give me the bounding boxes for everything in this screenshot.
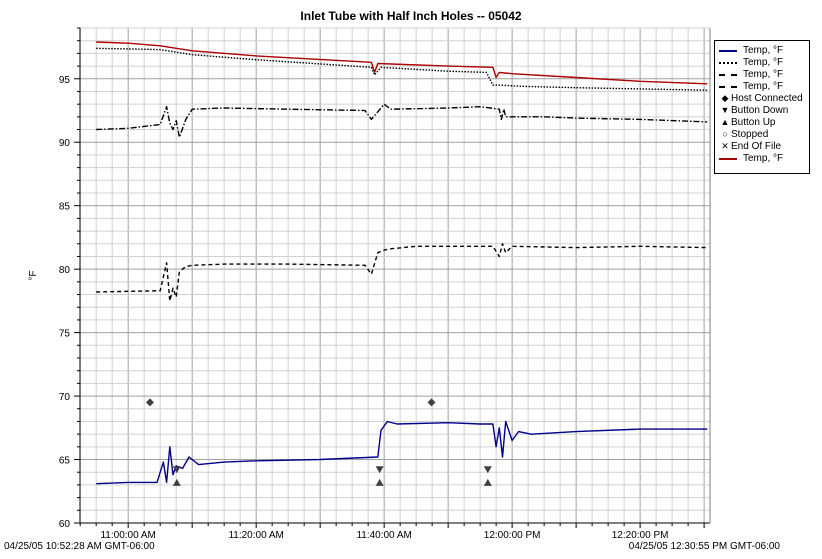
y-tick-label: 80: [59, 265, 71, 276]
legend-label: Temp, °F: [743, 152, 784, 164]
start-timestamp: 04/25/05 10:52:28 AM GMT-06:00: [4, 541, 155, 552]
legend-line-swatch: [719, 68, 743, 80]
legend-line-swatch: [719, 80, 743, 92]
legend-label: Temp, °F: [743, 68, 784, 80]
legend-label: Button Up: [731, 116, 776, 128]
x-tick-label: 11:20:00 AM: [228, 530, 283, 541]
button-up-marker: [172, 478, 181, 486]
axes: 60 65 70 75 80 85 90 95 11:00:00 AM 11:20:00 AM 11…: [28, 27, 711, 541]
legend-item: ▲ Button Up: [719, 116, 809, 128]
legend-item: Temp, °F: [719, 56, 809, 68]
y-axis-label: °F: [28, 270, 39, 280]
y-tick-label: 65: [59, 456, 71, 467]
legend-label: Button Down: [731, 104, 789, 116]
series-line-2: [96, 47, 708, 91]
legend-label: Stopped: [731, 128, 769, 140]
legend-item: ◆ Host Connected: [719, 92, 809, 104]
button-up-marker: [483, 478, 492, 486]
legend-line-swatch: [719, 56, 743, 68]
legend-label: Temp, °F: [743, 80, 784, 92]
series-line-4: [96, 243, 708, 302]
series-line-1: [96, 420, 708, 485]
legend-label: End Of File: [731, 140, 782, 152]
button-down-marker: [483, 466, 492, 474]
legend-item: ○ Stopped: [719, 128, 809, 140]
x-tick-label: 11:00:00 AM: [100, 530, 155, 541]
legend-label: Temp, °F: [743, 56, 784, 68]
legend-item: Temp, °F: [719, 44, 809, 56]
legend-item: ✕ End Of File: [719, 140, 809, 152]
legend-line-swatch: [719, 44, 743, 56]
button-down-marker: [172, 466, 181, 474]
y-tick-label: 90: [59, 138, 71, 149]
legend-symbol-icon: ✕: [721, 140, 729, 151]
chart-title: Inlet Tube with Half Inch Holes -- 05042: [300, 9, 522, 23]
button-up-marker: [375, 478, 384, 486]
event-markers: [145, 398, 492, 486]
legend-symbol-icon: ▼: [720, 105, 730, 115]
legend-item: ▼ Button Down: [719, 104, 809, 116]
x-tick-label: 11:40:00 AM: [356, 530, 411, 541]
legend-label: Temp, °F: [743, 44, 784, 56]
y-tick-label: 95: [59, 75, 71, 86]
series-line-5: [96, 41, 708, 85]
end-timestamp: 04/25/05 12:30:55 PM GMT-06:00: [628, 541, 780, 552]
host-connected-marker: [427, 398, 436, 407]
host-connected-marker: [145, 398, 154, 407]
grid-lines: [79, 27, 710, 524]
legend-symbol-icon: ◆: [721, 92, 729, 103]
y-tick-label: 60: [59, 519, 71, 530]
legend-item: Temp, °F: [719, 68, 809, 80]
y-tick-label: 75: [59, 329, 71, 340]
button-down-marker: [375, 466, 384, 474]
legend-item: Temp, °F: [719, 152, 809, 164]
y-tick-label: 85: [59, 202, 71, 213]
y-tick-label: 70: [59, 392, 71, 403]
legend: Temp, °F Temp, °F Temp, °F Temp, °F ◆ Host Co…: [714, 40, 810, 174]
legend-line-swatch: [719, 152, 743, 164]
legend-label: Host Connected: [731, 92, 803, 104]
legend-symbol-icon: ▲: [720, 117, 730, 127]
legend-symbol-icon: ○: [722, 129, 728, 139]
x-tick-label: 12:20:00 PM: [612, 530, 669, 541]
x-tick-label: 12:00:00 PM: [484, 530, 541, 541]
series-layer: [96, 41, 708, 485]
legend-item: Temp, °F: [719, 80, 809, 92]
series-line-3: [96, 103, 708, 138]
